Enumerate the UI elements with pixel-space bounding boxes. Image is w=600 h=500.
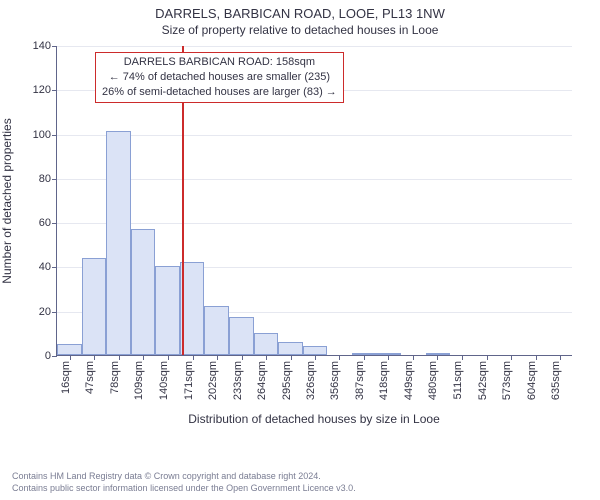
histogram-bar (278, 342, 303, 355)
gridline-h (57, 46, 572, 47)
y-tick-label: 120 (33, 84, 51, 96)
x-tick-mark (364, 355, 365, 360)
x-tick-mark (511, 355, 512, 360)
x-tick-mark (413, 355, 414, 360)
chart-title-sub: Size of property relative to detached ho… (0, 21, 600, 37)
callout-box: DARRELS BARBICAN ROAD: 158sqm← 74% of de… (95, 52, 344, 103)
gridline-h (57, 135, 572, 136)
histogram-bar (106, 131, 131, 355)
x-tick-mark (242, 355, 243, 360)
callout-line3: 26% of semi-detached houses are larger (… (102, 85, 337, 100)
x-tick-mark (266, 355, 267, 360)
y-tick-label: 100 (33, 129, 51, 141)
plot-area: 02040608010012014016sqm47sqm78sqm109sqm1… (56, 46, 572, 356)
x-tick-label: 233sqm (232, 361, 244, 400)
footer-line-1: Contains HM Land Registry data © Crown c… (12, 470, 356, 482)
x-axis-title: Distribution of detached houses by size … (188, 412, 440, 426)
attribution-footer: Contains HM Land Registry data © Crown c… (12, 470, 356, 494)
x-tick-label: 47sqm (84, 361, 96, 394)
x-tick-label: 635sqm (550, 361, 562, 400)
x-tick-label: 511sqm (452, 361, 464, 399)
y-tick-label: 60 (39, 217, 51, 229)
x-tick-label: 573sqm (501, 361, 513, 400)
histogram-bar (229, 317, 254, 355)
x-tick-label: 480sqm (427, 361, 439, 400)
y-tick-label: 80 (39, 173, 51, 185)
x-tick-label: 418sqm (378, 361, 390, 400)
x-tick-mark (536, 355, 537, 360)
y-tick-label: 20 (39, 306, 51, 318)
gridline-h (57, 223, 572, 224)
y-axis-title: Number of detached properties (0, 118, 14, 283)
y-tick-mark (52, 90, 57, 91)
callout-line1: DARRELS BARBICAN ROAD: 158sqm (102, 55, 337, 70)
x-tick-mark (560, 355, 561, 360)
x-tick-mark (168, 355, 169, 360)
histogram-bar (155, 266, 180, 355)
histogram-bar (57, 344, 82, 355)
x-tick-label: 140sqm (158, 361, 170, 400)
x-tick-label: 449sqm (403, 361, 415, 400)
x-tick-label: 387sqm (354, 361, 366, 400)
x-tick-label: 202sqm (207, 361, 219, 400)
histogram-bar (131, 229, 156, 355)
gridline-h (57, 179, 572, 180)
histogram-bar (303, 346, 328, 355)
histogram-bar (82, 258, 107, 355)
x-tick-mark (70, 355, 71, 360)
x-tick-mark (437, 355, 438, 360)
x-tick-mark (388, 355, 389, 360)
y-tick-mark (52, 223, 57, 224)
x-tick-mark (193, 355, 194, 360)
y-tick-label: 40 (39, 261, 51, 273)
y-tick-mark (52, 135, 57, 136)
y-tick-mark (52, 179, 57, 180)
x-tick-label: 295sqm (281, 361, 293, 400)
y-tick-mark (52, 312, 57, 313)
x-tick-label: 78sqm (109, 361, 121, 394)
x-tick-label: 604sqm (526, 361, 538, 400)
x-tick-mark (487, 355, 488, 360)
footer-line-2: Contains public sector information licen… (12, 482, 356, 494)
x-tick-label: 356sqm (329, 361, 341, 400)
y-tick-label: 140 (33, 40, 51, 52)
x-tick-mark (291, 355, 292, 360)
x-tick-label: 326sqm (305, 361, 317, 400)
y-tick-label: 0 (45, 350, 51, 362)
x-tick-mark (217, 355, 218, 360)
x-tick-mark (143, 355, 144, 360)
y-tick-mark (52, 356, 57, 357)
x-tick-mark (339, 355, 340, 360)
chart-container: 0 20 40 60 80 100 120 140 16sqm 47sqm 78sqm 109sqm 1… (0, 38, 600, 448)
x-tick-mark (315, 355, 316, 360)
x-tick-label: 16sqm (60, 361, 72, 394)
x-tick-label: 264sqm (256, 361, 268, 400)
histogram-bar (254, 333, 279, 355)
x-tick-label: 109sqm (133, 361, 145, 400)
x-tick-label: 171sqm (183, 361, 195, 400)
x-tick-label: 542sqm (477, 361, 489, 400)
x-tick-mark (94, 355, 95, 360)
x-tick-mark (119, 355, 120, 360)
x-tick-mark (462, 355, 463, 360)
chart-title-main: DARRELS, BARBICAN ROAD, LOOE, PL13 1NW (0, 0, 600, 21)
callout-line2: ← 74% of detached houses are smaller (23… (102, 70, 337, 85)
histogram-bar (204, 306, 229, 355)
y-tick-mark (52, 46, 57, 47)
y-tick-mark (52, 267, 57, 268)
